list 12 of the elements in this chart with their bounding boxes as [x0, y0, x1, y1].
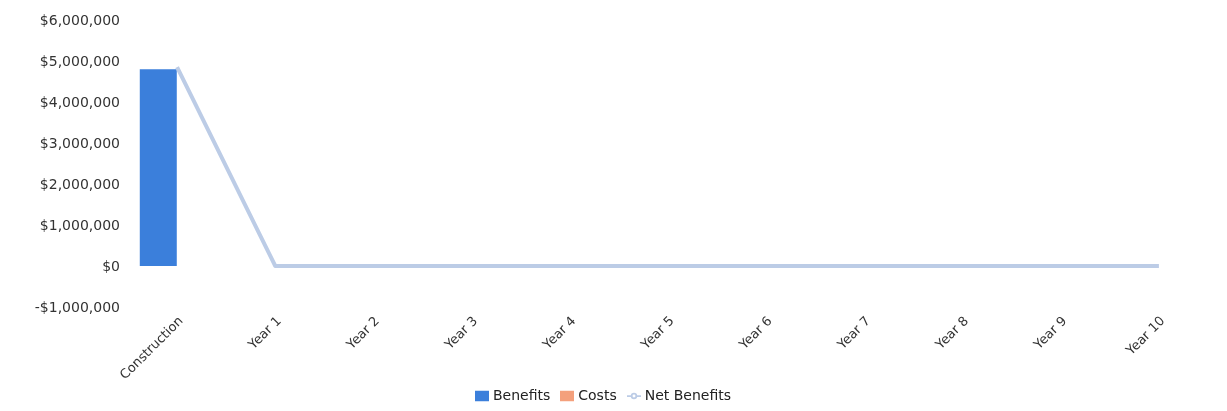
legend-label: Costs [578, 387, 617, 403]
legend-label: Net Benefits [644, 387, 732, 403]
y-tick-label: $1,000,000 [39, 216, 120, 233]
y-tick-label: $6,000,000 [39, 11, 120, 28]
x-tick-label: Year 10 [1122, 313, 1168, 359]
y-tick-label: $3,000,000 [39, 134, 120, 151]
y-tick-label: $4,000,000 [39, 93, 120, 110]
y-tick-label: $0 [102, 257, 120, 274]
y-tick-label: -$1,000,000 [34, 298, 120, 315]
y-tick-label: $2,000,000 [39, 175, 120, 192]
y-tick-label: $5,000,000 [39, 52, 120, 69]
legend-label: Benefits [492, 387, 551, 403]
